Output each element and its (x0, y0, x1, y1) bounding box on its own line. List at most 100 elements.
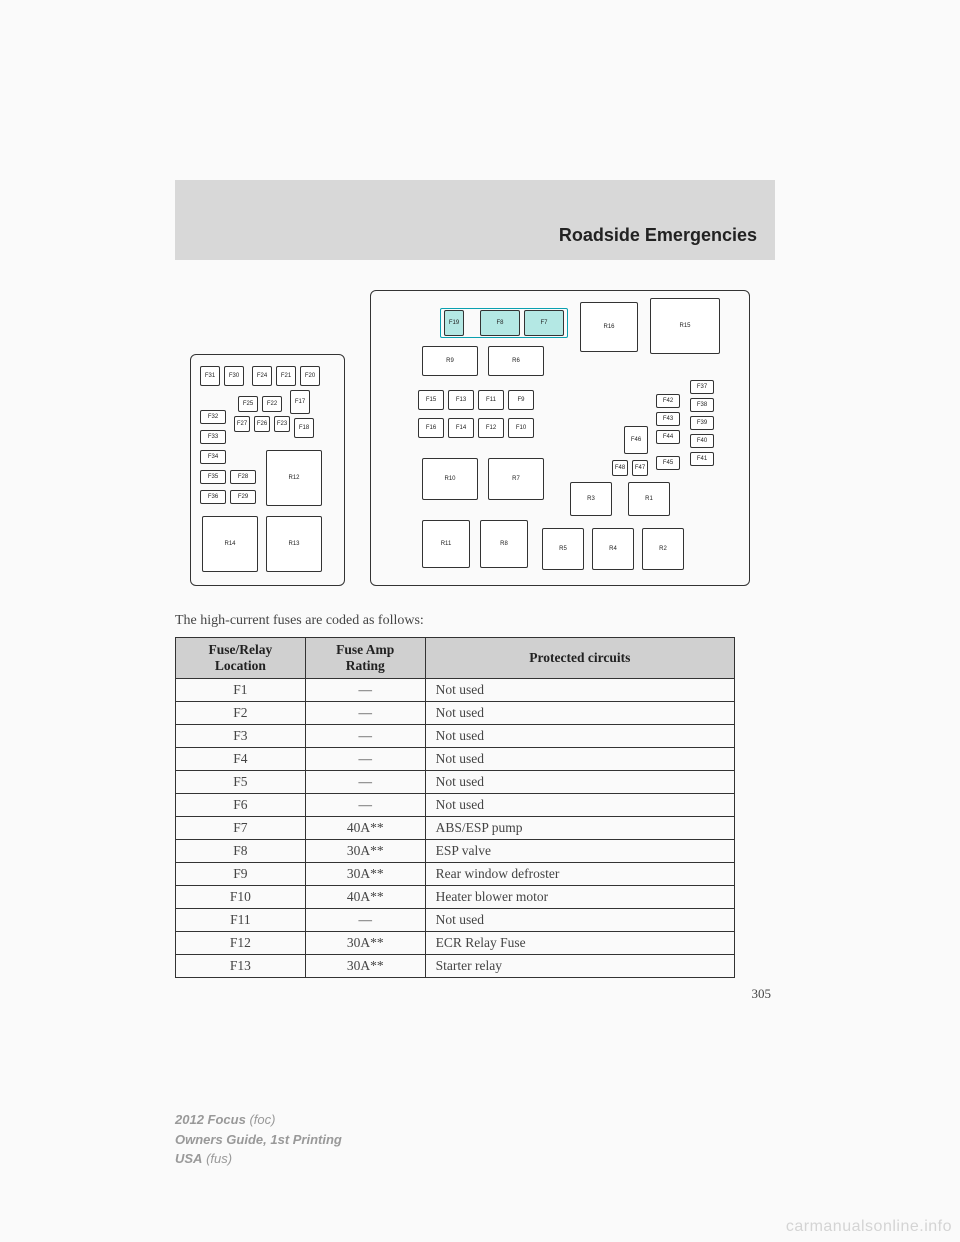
fuse-R10: R10 (422, 458, 478, 500)
fuse-F14: F14 (448, 418, 474, 438)
footer-model: 2012 Focus (175, 1112, 246, 1127)
fuse-F36: F36 (200, 490, 226, 504)
fuse-R8: R8 (480, 520, 528, 568)
intro-text: The high-current fuses are coded as foll… (175, 613, 775, 629)
table-cell: ABS/ESP pump (425, 817, 734, 840)
fuse-F16: F16 (418, 418, 444, 438)
fusebox-diagram: F19F8F7R16R15R9R6F31F30F24F21F20F25F22F1… (190, 290, 750, 595)
fuse-F21: F21 (276, 366, 296, 386)
table-cell: — (305, 725, 425, 748)
fuse-F22: F22 (262, 396, 282, 412)
fuse-F10: F10 (508, 418, 534, 438)
table-cell: ECR Relay Fuse (425, 932, 734, 955)
page-title: Roadside Emergencies (559, 225, 757, 246)
fuse-F28: F28 (230, 470, 256, 484)
fuse-R1: R1 (628, 482, 670, 516)
table-cell: Not used (425, 794, 734, 817)
table-cell: Not used (425, 725, 734, 748)
fuse-F15: F15 (418, 390, 444, 410)
footer-guide: Owners Guide, 1st Printing (175, 1132, 342, 1147)
table-cell: Not used (425, 771, 734, 794)
table-cell: 30A** (305, 840, 425, 863)
fuse-F29: F29 (230, 490, 256, 504)
table-cell: Heater blower motor (425, 886, 734, 909)
fuse-F38: F38 (690, 398, 714, 412)
table-cell: — (305, 771, 425, 794)
table-cell: ESP valve (425, 840, 734, 863)
fuse-F46: F46 (624, 426, 648, 454)
fuse-F8: F8 (480, 310, 520, 336)
fuse-F23: F23 (274, 416, 290, 432)
fuse-R9: R9 (422, 346, 478, 376)
table-row: F1—Not used (176, 679, 735, 702)
table-row: F1230A**ECR Relay Fuse (176, 932, 735, 955)
fuse-F26: F26 (254, 416, 270, 432)
fuse-F42: F42 (656, 394, 680, 408)
table-row: F1330A**Starter relay (176, 955, 735, 978)
fuse-F30: F30 (224, 366, 244, 386)
table-cell: — (305, 748, 425, 771)
fuse-F44: F44 (656, 430, 680, 444)
fuse-F43: F43 (656, 412, 680, 426)
table-cell: F5 (176, 771, 306, 794)
fuse-R5: R5 (542, 528, 584, 570)
table-cell: — (305, 909, 425, 932)
table-row: F4—Not used (176, 748, 735, 771)
table-cell: Not used (425, 702, 734, 725)
fuse-F39: F39 (690, 416, 714, 430)
table-row: F2—Not used (176, 702, 735, 725)
table-cell: Not used (425, 748, 734, 771)
table-cell: F7 (176, 817, 306, 840)
fuse-F33: F33 (200, 430, 226, 444)
fuse-R4: R4 (592, 528, 634, 570)
fuse-R2: R2 (642, 528, 684, 570)
fuse-F27: F27 (234, 416, 250, 432)
fuse-R15: R15 (650, 298, 720, 354)
fuse-F17: F17 (290, 390, 310, 414)
table-cell: 30A** (305, 955, 425, 978)
table-cell: F11 (176, 909, 306, 932)
fuse-R12: R12 (266, 450, 322, 506)
fuse-F32: F32 (200, 410, 226, 424)
table-row: F11—Not used (176, 909, 735, 932)
table-cell: Not used (425, 679, 734, 702)
fuse-F31: F31 (200, 366, 220, 386)
fuse-F41: F41 (690, 452, 714, 466)
table-row: F740A**ABS/ESP pump (176, 817, 735, 840)
table-cell: F13 (176, 955, 306, 978)
fuse-F48: F48 (612, 460, 628, 476)
table-cell: 30A** (305, 932, 425, 955)
table-row: F5—Not used (176, 771, 735, 794)
fuse-F13: F13 (448, 390, 474, 410)
table-cell: — (305, 702, 425, 725)
fuse-F7: F7 (524, 310, 564, 336)
table-cell: Starter relay (425, 955, 734, 978)
table-header: Fuse AmpRating (305, 638, 425, 679)
fuse-F19: F19 (444, 310, 464, 336)
header-bar: Roadside Emergencies (175, 180, 775, 260)
fuse-R7: R7 (488, 458, 544, 500)
table-cell: Not used (425, 909, 734, 932)
fuse-F20: F20 (300, 366, 320, 386)
fuse-F24: F24 (252, 366, 272, 386)
table-cell: F4 (176, 748, 306, 771)
table-cell: F9 (176, 863, 306, 886)
fuse-F45: F45 (656, 456, 680, 470)
footer: 2012 Focus (foc) Owners Guide, 1st Print… (175, 1110, 342, 1169)
table-cell: F1 (176, 679, 306, 702)
fuse-F9: F9 (508, 390, 534, 410)
table-cell: 30A** (305, 863, 425, 886)
fuse-F25: F25 (238, 396, 258, 412)
fuse-F47: F47 (632, 460, 648, 476)
table-cell: F8 (176, 840, 306, 863)
table-header: Protected circuits (425, 638, 734, 679)
fuse-F37: F37 (690, 380, 714, 394)
page-number: 305 (175, 986, 775, 1002)
footer-region: USA (175, 1151, 202, 1166)
table-row: F1040A**Heater blower motor (176, 886, 735, 909)
table-row: F830A**ESP valve (176, 840, 735, 863)
fuse-R11: R11 (422, 520, 470, 568)
footer-code1: (foc) (249, 1112, 275, 1127)
table-cell: F12 (176, 932, 306, 955)
fuse-R6: R6 (488, 346, 544, 376)
